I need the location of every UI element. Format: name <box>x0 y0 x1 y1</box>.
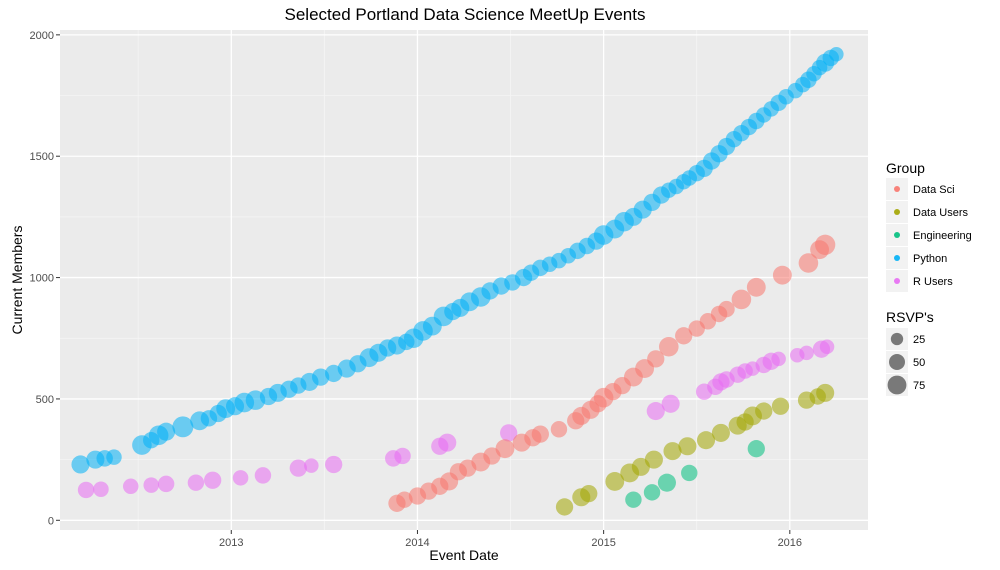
legend-color-title: Group <box>886 160 925 176</box>
x-tick-label: 2016 <box>778 537 802 549</box>
point-engineering <box>643 484 661 501</box>
legend-size-entries: 25 50 75 <box>886 328 925 396</box>
legend-color-key <box>894 209 900 215</box>
legend-color-label: R Users <box>913 276 953 288</box>
point-r-users <box>77 481 95 499</box>
legend-color-key <box>894 186 900 192</box>
point-data-users <box>816 383 835 402</box>
point-data-users <box>663 442 682 461</box>
x-axis-ticks: 2013 2014 2015 2016 <box>219 530 802 549</box>
point-data-users <box>644 450 663 469</box>
legend-color-label: Data Sci <box>913 184 955 196</box>
point-r-users <box>799 345 814 361</box>
point-data-sci <box>495 439 515 459</box>
point-r-users <box>394 447 411 465</box>
data-points <box>71 47 844 516</box>
point-data-sci <box>550 421 568 438</box>
point-engineering <box>625 491 642 508</box>
point-data-sci <box>675 327 693 345</box>
point-r-users <box>122 478 139 495</box>
point-data-users <box>678 437 697 456</box>
legend-color-label: Data Users <box>913 207 969 219</box>
point-r-users <box>204 471 222 489</box>
x-tick-label: 2014 <box>405 537 429 549</box>
point-python <box>172 416 194 438</box>
point-data-users <box>711 423 730 442</box>
point-data-sci <box>647 350 665 368</box>
y-axis-title: Current Members <box>9 226 25 335</box>
point-data-users <box>605 472 625 491</box>
point-data-users <box>755 402 773 420</box>
y-axis-ticks: 0 500 1000 1500 2000 <box>30 30 60 527</box>
point-r-users <box>254 467 272 484</box>
legend-color-label: Engineering <box>913 230 972 242</box>
y-tick-label: 500 <box>36 394 54 406</box>
point-r-users <box>661 394 680 413</box>
legend-color-key <box>894 278 900 284</box>
point-r-users <box>232 470 249 486</box>
legend-size-key <box>890 332 904 346</box>
point-r-users <box>157 475 175 493</box>
point-data-sci <box>731 289 752 310</box>
point-r-users <box>500 424 518 442</box>
point-python <box>829 47 844 62</box>
point-r-users <box>646 402 665 421</box>
point-data-sci <box>659 336 679 357</box>
point-data-sci <box>772 265 792 285</box>
point-engineering <box>681 464 698 482</box>
legend-size-key <box>888 353 906 371</box>
point-data-users <box>555 498 574 516</box>
point-r-users <box>438 433 457 452</box>
legend: Group Data Sci Data Users Engineering Pytho… <box>886 160 972 396</box>
plot-panel <box>60 30 868 530</box>
x-tick-label: 2013 <box>219 537 243 549</box>
chart-title: Selected Portland Data Science MeetUp Ev… <box>285 5 646 24</box>
point-data-sci <box>718 300 735 318</box>
point-data-sci <box>531 425 549 443</box>
point-r-users <box>771 351 786 367</box>
point-r-users <box>289 459 307 477</box>
legend-color-label: Python <box>913 253 947 265</box>
legend-size-label: 25 <box>913 334 925 346</box>
y-tick-label: 0 <box>48 515 54 527</box>
point-engineering <box>657 473 676 492</box>
legend-color-key <box>894 255 900 261</box>
point-r-users <box>93 481 109 497</box>
y-tick-label: 1500 <box>30 151 54 163</box>
point-data-users <box>696 431 716 450</box>
point-data-sci <box>815 234 836 255</box>
point-r-users <box>819 339 835 354</box>
x-tick-label: 2015 <box>591 537 615 549</box>
point-r-users <box>187 474 205 491</box>
legend-size-key <box>887 375 907 395</box>
point-data-users <box>580 484 598 503</box>
point-python <box>157 422 176 441</box>
point-data-users <box>771 397 790 415</box>
x-axis-title: Event Date <box>429 547 498 563</box>
legend-color-key <box>894 232 900 238</box>
legend-color-entries: Data Sci Data Users Engineering Python R Use… <box>886 178 972 292</box>
point-engineering <box>747 440 765 458</box>
point-python <box>106 449 122 465</box>
legend-size-label: 75 <box>913 380 925 392</box>
point-r-users <box>143 477 159 493</box>
point-data-sci <box>746 277 766 297</box>
y-tick-label: 1000 <box>30 273 54 285</box>
point-python <box>312 368 330 386</box>
point-r-users <box>304 458 319 473</box>
point-data-sci <box>396 491 413 508</box>
legend-size-label: 50 <box>913 357 925 369</box>
point-r-users <box>325 455 343 474</box>
y-tick-label: 2000 <box>30 30 54 42</box>
point-data-sci <box>798 253 819 273</box>
point-python <box>71 455 90 474</box>
legend-size-title: RSVP's <box>886 309 934 325</box>
